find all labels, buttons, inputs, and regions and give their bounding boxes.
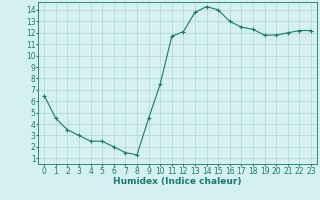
X-axis label: Humidex (Indice chaleur): Humidex (Indice chaleur)	[113, 177, 242, 186]
